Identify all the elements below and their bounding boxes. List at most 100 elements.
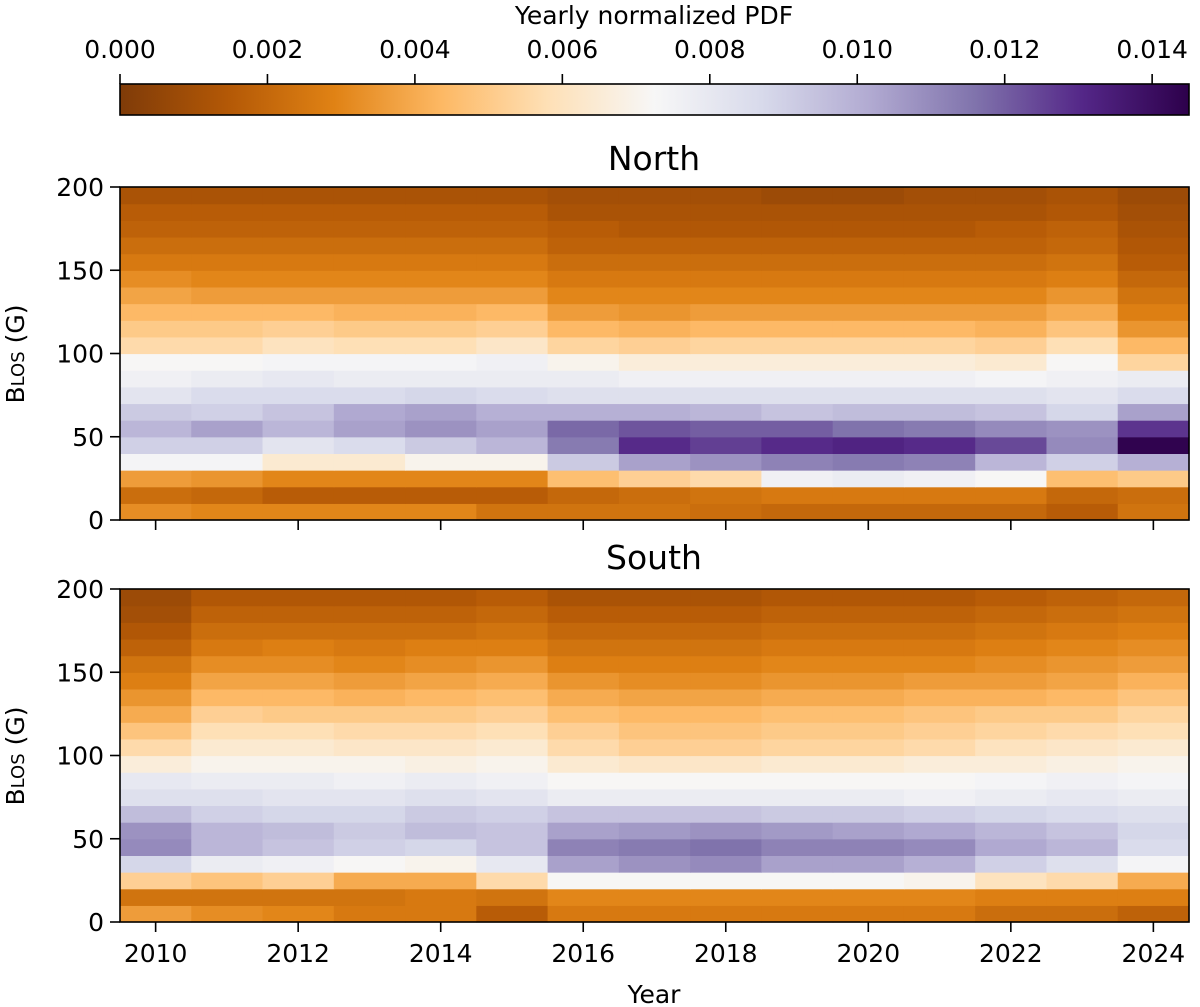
panel-title-south: South [606,538,702,577]
heatmap-cell [120,888,192,906]
heatmap-cell [333,838,406,856]
heatmap-cell [903,220,976,238]
heatmap-cell [761,788,834,807]
heatmap-cell [618,236,691,255]
heatmap-cell [191,772,264,790]
heatmap-cell [690,805,762,823]
heatmap-cell [618,420,691,438]
heatmap-cell [333,738,406,757]
heatmap-cell [690,788,762,807]
heatmap-cell [903,453,976,471]
heatmap-cell [1117,589,1190,607]
heatmap-cell [832,320,905,338]
heatmap-cell [547,705,620,723]
heatmap-cell [618,589,691,607]
heatmap-cell [191,655,264,673]
heatmap-cell [1117,203,1190,221]
heatmap-cell [1117,353,1190,371]
heatmap-cell [333,336,406,355]
heatmap-cell [262,822,335,840]
heatmap-cell [547,286,620,305]
heatmap-cell [476,738,549,757]
heatmap-cell [405,805,477,823]
heatmap-cell [191,805,264,823]
heatmap-cell [1046,872,1119,890]
heatmap-cell [476,655,549,673]
heatmap-cell [832,420,905,438]
heatmap-cell [547,655,620,673]
heatmap-cell [1117,888,1190,906]
heatmap-cell [690,436,762,454]
heatmap-cell [547,688,620,707]
heatmap-cell [120,303,192,321]
heatmap-cell [903,638,976,657]
heatmap-cell [761,822,834,840]
heatmap-cell [120,370,192,388]
heatmap-cell [761,638,834,657]
heatmap-cell [832,688,905,707]
x-tick-label: 2020 [836,939,900,968]
heatmap-cell [405,486,477,504]
heatmap-cell [1046,403,1119,421]
heatmap-cell [618,905,691,923]
heatmap-cell [761,503,834,521]
heatmap-cell [975,436,1048,454]
heatmap-cell [690,353,762,371]
colorbar-tick-label: 0.012 [969,35,1041,64]
heatmap-cell [618,655,691,673]
heatmap-cell [832,253,905,271]
heatmap-cell [191,303,264,321]
heatmap-cell [832,722,905,740]
heatmap-cell [547,470,620,488]
heatmap-cell [476,303,549,321]
heatmap-cell [191,905,264,923]
heatmap-cell [761,403,834,421]
heatmap-cell [1117,320,1190,338]
heatmap-cell [618,470,691,488]
heatmap-cell [761,688,834,707]
heatmap-cell [1117,688,1190,707]
heatmap-cell [903,822,976,840]
heatmap-cell [476,672,549,690]
heatmap-cell [476,772,549,790]
heatmap-cell [975,470,1048,488]
heatmap-cell [262,722,335,740]
heatmap-cell [547,203,620,221]
heatmap-cell [1046,672,1119,690]
heatmap-cell [476,589,549,607]
heatmap-cell [975,688,1048,707]
heatmap-cell [975,788,1048,807]
heatmap-cell [547,486,620,504]
y-tick-label: 150 [56,658,104,687]
x-tick-label: 2012 [266,939,330,968]
y-ticks-north: 0 50 100 150 200 [56,173,120,535]
heatmap-cell [120,622,192,640]
heatmap-cell [975,838,1048,856]
heatmap-cell [262,503,335,521]
heatmap-cell [262,203,335,221]
heatmap-cell [975,420,1048,438]
heatmap-cell [405,705,477,723]
heatmap-cell [333,822,406,840]
colorbar-tick-label: 0.000 [84,35,156,64]
heatmap-cell [618,772,691,790]
heatmap-cell [333,470,406,488]
heatmap-cell [690,888,762,906]
heatmap-cell [761,872,834,890]
heatmap-cell [476,353,549,371]
heatmap-cell [903,353,976,371]
heatmap-cell [120,772,192,790]
heatmap-cell [903,370,976,388]
heatmap-cell [690,370,762,388]
heatmap-cell [1117,303,1190,321]
heatmap-cell [476,420,549,438]
heatmap-cell [476,236,549,255]
heatmap-cell [333,805,406,823]
heatmap-cell [761,470,834,488]
heatmap-cell [618,303,691,321]
heatmap-cell [690,470,762,488]
heatmap-cell [903,320,976,338]
heatmap-cell [547,336,620,355]
heatmap-cell [690,655,762,673]
heatmap-cell [191,203,264,221]
